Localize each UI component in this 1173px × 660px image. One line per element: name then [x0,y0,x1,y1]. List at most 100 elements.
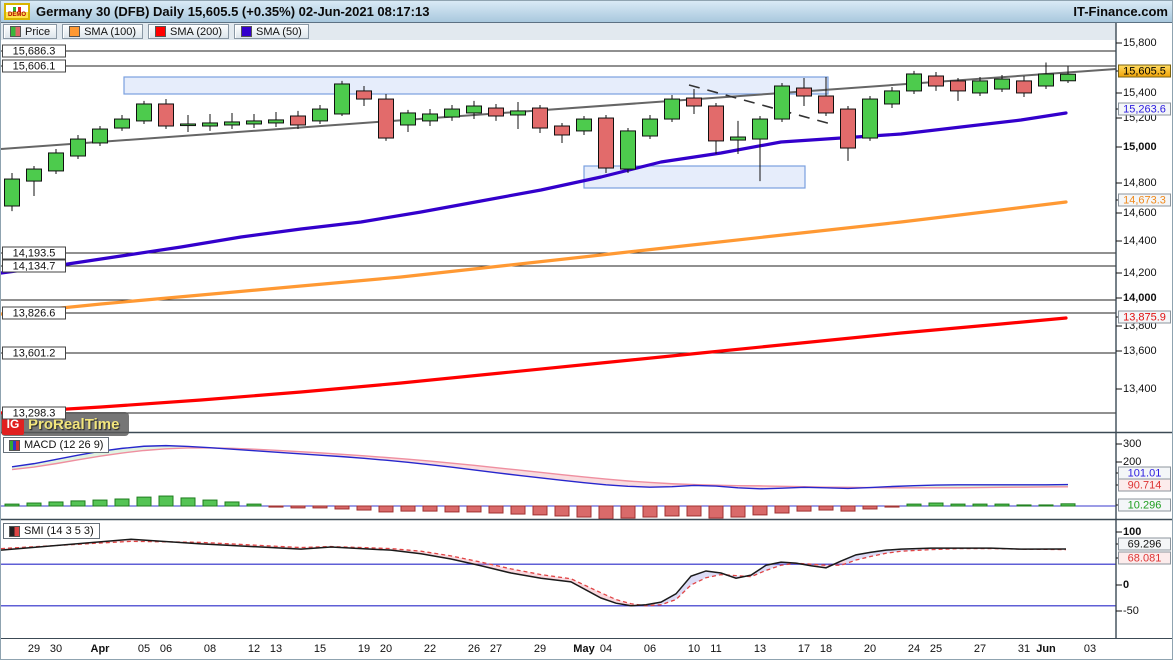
candlestick[interactable] [906,73,922,92]
candlestick[interactable] [202,122,218,127]
macd-histogram-bar [136,496,152,507]
macd-axis-label: 300 [1123,438,1142,450]
candlestick[interactable] [488,107,504,117]
level-price-label: 15,606.1 [2,59,66,73]
candlestick[interactable] [532,107,548,129]
price-axis-label: 13,600 [1123,345,1157,357]
smi-line [1,538,1067,607]
sma100-legend-button[interactable]: SMA (100) [62,24,144,39]
macd-histogram-bar [400,505,416,512]
candlestick[interactable] [928,75,944,87]
sma200-legend-button[interactable]: SMA (200) [148,24,229,39]
sma200-swatch-icon [155,26,167,37]
date-label: 19 [357,643,371,655]
price-legend-button[interactable]: Price [3,24,58,39]
candlestick[interactable] [334,83,350,115]
candlestick[interactable] [224,121,240,126]
price-axis-label: 14,800 [1123,177,1157,189]
price-value-box: 13,875.9 [1118,310,1171,324]
candlestick[interactable] [576,118,592,132]
candlestick[interactable] [774,85,790,120]
macd-histogram-bar [862,505,878,510]
candlestick[interactable] [862,98,878,139]
candlestick[interactable] [972,80,988,94]
candlestick[interactable] [246,120,262,125]
macd-legend-label: MACD (12 26 9) [24,439,104,451]
date-label: 13 [269,643,283,655]
candlestick[interactable] [554,125,570,136]
smi-swatch-icon [9,525,20,537]
candlestick[interactable] [400,112,416,126]
sma50-line[interactable] [1,111,1068,275]
sma50-legend-button[interactable]: SMA (50) [234,24,309,39]
candlestick[interactable] [268,119,284,124]
candlestick[interactable] [48,152,64,172]
candlestick[interactable] [708,105,724,142]
candlestick[interactable] [1016,80,1032,94]
date-label: 13 [753,643,767,655]
candlestick[interactable] [818,95,834,114]
macd-axis-label: 200 [1123,456,1142,468]
candlestick[interactable] [950,80,966,92]
candlestick[interactable] [26,168,42,182]
candlestick[interactable] [114,118,130,129]
candlestick[interactable] [1038,73,1054,87]
candlestick[interactable] [312,108,328,122]
macd-histogram-bar [554,505,570,517]
macd-histogram-bar [180,497,196,507]
date-label: 06 [643,643,657,655]
date-label: 04 [599,643,613,655]
candlestick[interactable] [884,90,900,105]
candlestick[interactable] [796,87,812,97]
instrument-title: Germany 30 (DFB) Daily 15,605.5 (+0.35%)… [36,4,430,19]
smi-legend[interactable]: SMI (14 3 5 3) [3,523,100,539]
date-label: 11 [710,643,722,655]
macd-histogram-bar [708,505,724,519]
sma50-swatch-icon [241,26,252,37]
price-swatch-icon [10,26,21,37]
candlestick[interactable] [994,78,1010,90]
candlestick[interactable] [730,136,746,141]
candlestick[interactable] [686,97,702,107]
candlestick[interactable] [444,108,460,118]
date-label: 20 [863,643,877,655]
candlestick[interactable] [510,110,526,116]
candlestick[interactable] [620,130,636,170]
macd-legend[interactable]: MACD (12 26 9) [3,437,110,453]
candlestick[interactable] [356,90,372,100]
candlestick[interactable] [92,128,108,144]
macd-histogram-bar [114,498,130,507]
supply-demand-zone[interactable] [123,76,829,95]
candlestick[interactable] [290,115,306,126]
candlestick[interactable] [378,98,394,139]
candlestick[interactable] [466,105,482,114]
candlestick[interactable] [158,103,174,127]
price-axis-label: 15,400 [1123,87,1157,99]
macd-fill-bullish [12,445,1068,489]
candlestick[interactable] [422,113,438,122]
candlestick[interactable] [4,178,20,207]
sma100-line[interactable] [1,200,1068,316]
date-label: 27 [973,643,987,655]
candlestick[interactable] [664,98,680,120]
brand-link[interactable]: IT-Finance.com [1073,4,1168,19]
price-legend-label: Price [25,25,51,38]
candlestick[interactable] [642,118,658,137]
smi-value-box: 68.081 [1118,551,1171,565]
macd-histogram-bar [994,503,1010,507]
candlestick[interactable] [70,138,86,157]
candle-icon [13,7,21,12]
dashed-trendline[interactable] [688,84,832,125]
supply-demand-zone[interactable] [583,165,806,189]
macd-histogram-bar [774,505,790,514]
candlestick[interactable] [136,103,152,122]
sma200-line[interactable] [1,316,1068,415]
candlestick[interactable] [840,108,856,149]
time-axis[interactable]: 29 30 Apr 05 06 08 12 13 15 19 20 22 26 27 29 May 04 06 10… [1,638,1172,659]
candlestick[interactable] [180,123,196,127]
candlestick[interactable] [1060,73,1076,82]
candlestick[interactable] [598,117,614,169]
candlestick[interactable] [752,118,768,140]
price-value-box: 15,605.5 [1118,64,1171,78]
